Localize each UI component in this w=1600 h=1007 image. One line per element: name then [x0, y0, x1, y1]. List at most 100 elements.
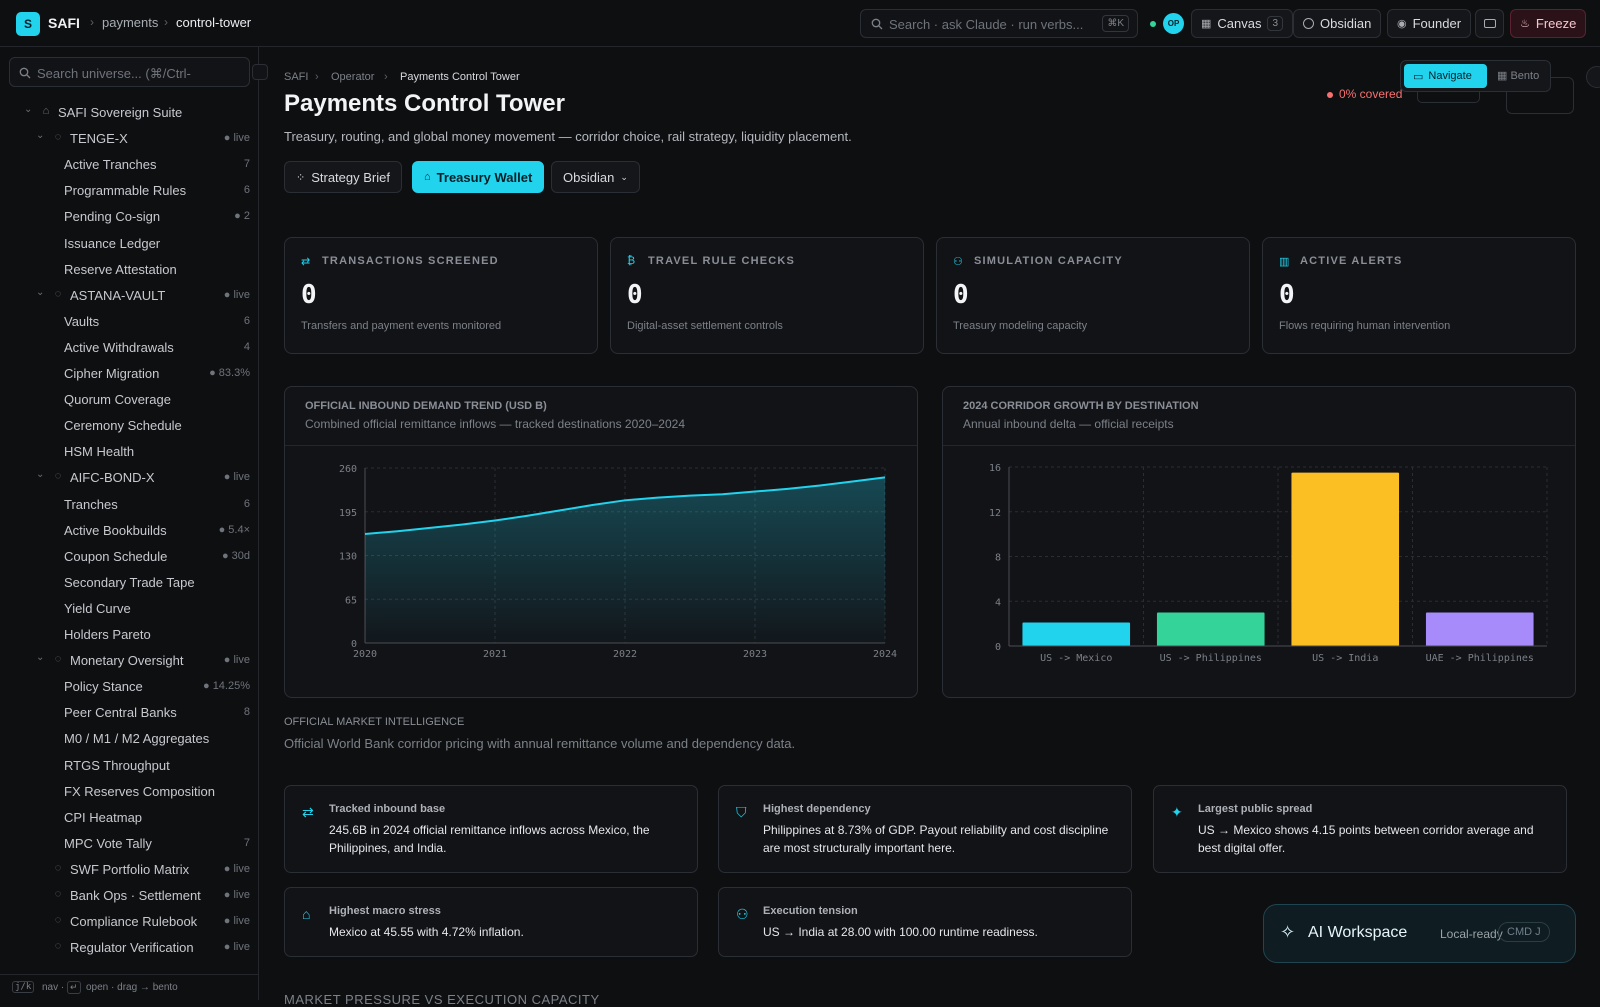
circle-icon	[1303, 18, 1314, 29]
y-tick-label: 8	[995, 553, 1001, 564]
view-toggle[interactable]: ▭ Navigate ▦ Bento	[1400, 60, 1551, 92]
sidebar-item[interactable]: ◌ SWF Portfolio Matrix ● live	[0, 857, 258, 881]
sidebar-item[interactable]: Active Bookbuilds ● 5.4×	[0, 518, 258, 542]
bar[interactable]	[1156, 612, 1265, 646]
sidebar-item[interactable]: Pending Co-sign ● 2	[0, 204, 258, 228]
canvas-button[interactable]: ▦ Canvas 3	[1191, 9, 1294, 38]
sidebar-item-meta: ● 5.4×	[218, 523, 250, 536]
obsidian-dropdown[interactable]: Obsidian ⌄	[551, 161, 640, 193]
sidebar-item-label: Peer Central Banks	[64, 705, 177, 721]
intel-card-spread[interactable]: ✦ Largest public spread US → Mexico show…	[1153, 785, 1567, 873]
sidebar-item[interactable]: ◌ Bank Ops · Settlement ● live	[0, 883, 258, 907]
sidebar-item-meta: 8	[244, 706, 250, 718]
sidebar-item[interactable]: ◌ Regulator Verification ● live	[0, 935, 258, 959]
avatar[interactable]: OP	[1163, 13, 1184, 34]
sidebar-group[interactable]: ⌄ ◌ Monetary Oversight ● live	[0, 648, 258, 672]
founder-button[interactable]: ◉ Founder	[1387, 9, 1472, 38]
navigate-toggle[interactable]: ▭ Navigate	[1404, 64, 1487, 88]
side-panel-toggle[interactable]	[1586, 66, 1600, 88]
chevron-down-icon: ⌄	[36, 130, 45, 142]
bento-toggle[interactable]: ▦ Bento	[1497, 69, 1539, 82]
sidebar-item[interactable]: Tranches 6	[0, 492, 258, 516]
sidebar-item[interactable]: Peer Central Banks 8	[0, 700, 258, 724]
corridor-growth-bar-chart: 0 4 8 12 16 US -> Mexico US -> Philippines US -…	[989, 463, 1548, 664]
chevron-down-icon: ⌄	[620, 171, 628, 182]
obsidian-button[interactable]: Obsidian	[1293, 9, 1382, 38]
sidebar-item[interactable]: HSM Health	[0, 439, 258, 463]
bar[interactable]	[1425, 612, 1534, 646]
sidebar-item[interactable]: CPI Heatmap	[0, 805, 258, 829]
sidebar-item-label: Yield Curve	[64, 600, 131, 616]
chart-subtitle: Annual inbound delta — official receipts	[963, 417, 1174, 431]
sidebar-item[interactable]: FX Reserves Composition	[0, 779, 258, 803]
sidebar-item[interactable]: Issuance Ledger	[0, 231, 258, 255]
exchange-icon: ⇄	[302, 804, 314, 820]
bar[interactable]	[1291, 472, 1400, 646]
sidebar-search-input[interactable]: Search universe... (⌘/Ctrl-	[9, 57, 250, 87]
sidebar-item[interactable]: Active Withdrawals 4	[0, 335, 258, 359]
sidebar-item-meta: 6	[244, 498, 250, 510]
intel-title: Largest public spread	[1198, 803, 1313, 815]
global-search-input[interactable]: Search · ask Claude · run verbs... ⌘K	[860, 9, 1138, 38]
sidebar-item[interactable]: Ceremony Schedule	[0, 413, 258, 437]
chevron-down-icon: ⌄	[36, 469, 45, 481]
keyboard-button[interactable]	[1475, 9, 1504, 38]
kpi-sub: Transfers and payment events monitored	[301, 320, 502, 332]
sidebar-group[interactable]: ⌄ ◌ TENGE-X ● live	[0, 126, 258, 150]
sidebar-item[interactable]: Quorum Coverage	[0, 387, 258, 411]
y-tick-label: 4	[995, 597, 1001, 608]
footer-text-open: open · drag → bento	[86, 982, 178, 993]
treasury-wallet-button[interactable]: ⌂ Treasury Wallet	[412, 161, 545, 193]
grid-icon: ▦	[1497, 70, 1511, 82]
freeze-button[interactable]: ♨ Freeze	[1510, 9, 1587, 38]
search-icon	[871, 18, 883, 30]
sidebar-item[interactable]: Coupon Schedule ● 30d	[0, 544, 258, 568]
x-tick-label: US -> Philippines	[1160, 653, 1262, 664]
sidebar: Search universe... (⌘/Ctrl- ⌄ ⌂ SAFI Sover…	[0, 47, 268, 1000]
sidebar-item-meta-value: 7	[243, 836, 250, 849]
sidebar-item[interactable]: Holders Pareto	[0, 622, 258, 646]
sidebar-item-label: Tranches	[64, 496, 118, 512]
sidebar-group-label: ASTANA-VAULT	[70, 287, 166, 303]
sidebar-item-label: CPI Heatmap	[64, 809, 143, 825]
chevron-down-icon: ⌄	[36, 652, 45, 664]
intel-card-dependency[interactable]: ⛉ Highest dependency Philippines at 8.73…	[718, 785, 1132, 873]
sidebar-item[interactable]: Yield Curve	[0, 596, 258, 620]
y-tick-label: 65	[345, 595, 357, 606]
live-badge-text: live	[233, 654, 250, 667]
navigate-label: Navigate	[1428, 70, 1472, 82]
sidebar-item[interactable]: MPC Vote Tally 7	[0, 831, 258, 855]
ai-workspace-shortcut: CMD J	[1498, 922, 1550, 942]
crumb-control-tower[interactable]: control-tower	[176, 15, 252, 30]
brand-name[interactable]: SAFI	[48, 15, 80, 31]
sidebar-item-meta: 7	[244, 158, 250, 170]
sidebar-item[interactable]: ◌ Compliance Rulebook ● live	[0, 909, 258, 933]
home-icon: ⌂	[42, 105, 50, 117]
sidebar-item[interactable]: Vaults 6	[0, 309, 258, 333]
breadcrumb-safi[interactable]: SAFI	[284, 71, 309, 83]
sidebar-group-label: TENGE-X	[70, 131, 128, 147]
intel-card-macro-stress[interactable]: ⌂ Highest macro stress Mexico at 45.55 w…	[284, 887, 698, 957]
sidebar-item[interactable]: M0 / M1 / M2 Aggregates	[0, 726, 258, 750]
sidebar-root[interactable]: ⌄ ⌂ SAFI Sovereign Suite	[0, 100, 258, 124]
sidebar-group[interactable]: ⌄ ◌ ASTANA-VAULT ● live	[0, 283, 258, 307]
sidebar-item-meta-value: 30d	[231, 549, 250, 562]
sidebar-collapse-button[interactable]	[252, 64, 268, 80]
intel-card-inbound-base[interactable]: ⇄ Tracked inbound base 245.6B in 2024 of…	[284, 785, 698, 873]
sidebar-item[interactable]: Secondary Trade Tape	[0, 570, 258, 594]
sidebar-item[interactable]: Active Tranches 7	[0, 152, 258, 176]
intel-card-execution-tension[interactable]: ⚇ Execution tension US → India at 28.00 …	[718, 887, 1132, 957]
sidebar-item[interactable]: RTGS Throughput	[0, 753, 258, 777]
crumb-payments[interactable]: payments	[102, 15, 159, 30]
sidebar-item[interactable]: Cipher Migration ● 83.3%	[0, 361, 258, 385]
intel-title: Tracked inbound base	[329, 803, 446, 815]
ai-workspace-button[interactable]: ✧ AI Workspace Local-ready CMD J	[1263, 904, 1576, 963]
sidebar-item[interactable]: Policy Stance ● 14.25%	[0, 674, 258, 698]
sidebar-item[interactable]: Programmable Rules 6	[0, 178, 258, 202]
strategy-brief-button[interactable]: ⁘ Strategy Brief	[284, 161, 402, 193]
sidebar-item[interactable]: Reserve Attestation	[0, 257, 258, 281]
breadcrumb-operator[interactable]: Operator	[331, 71, 375, 83]
bar[interactable]	[1022, 622, 1131, 646]
sidebar-group[interactable]: ⌄ ◌ AIFC-BOND-X ● live	[0, 465, 258, 489]
app-logo[interactable]: S	[16, 12, 40, 36]
